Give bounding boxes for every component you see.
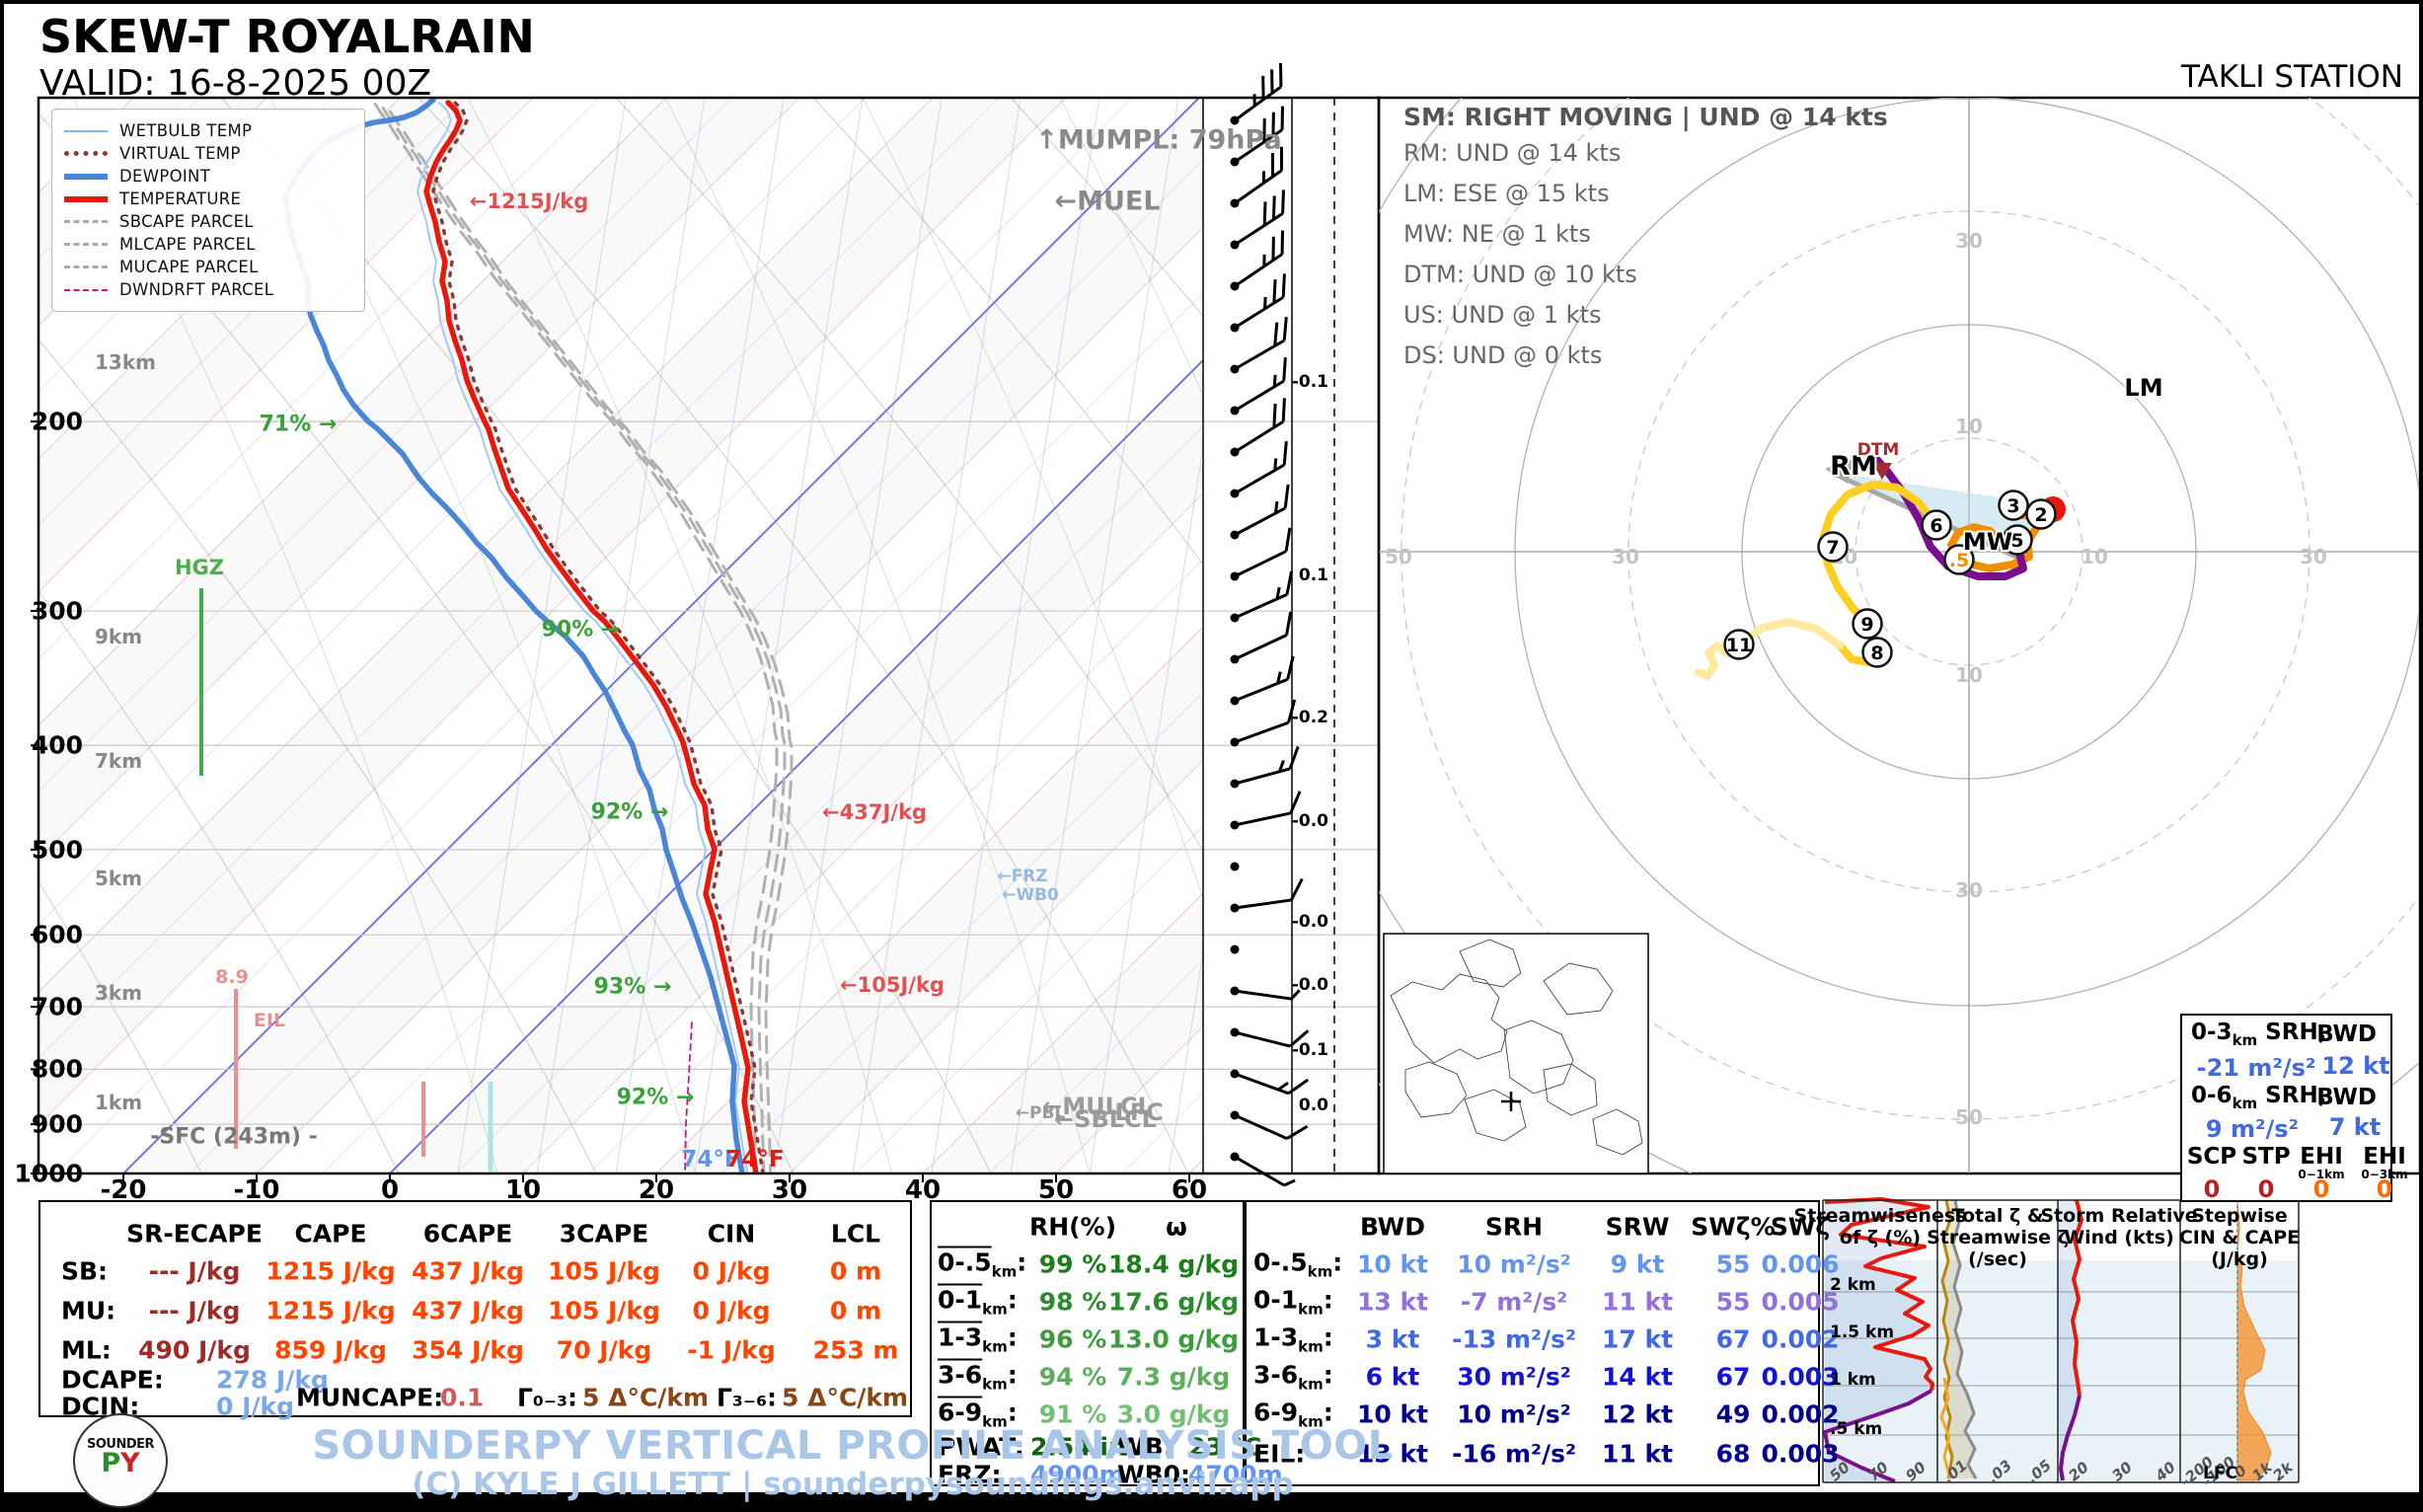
legend-item: DEWPOINT <box>64 165 352 188</box>
legend-swatch <box>64 173 108 180</box>
storm-motion-line: MW: NE @ 1 kts <box>1403 220 1591 248</box>
svg-text:7: 7 <box>1826 537 1839 559</box>
legend-swatch <box>64 129 108 132</box>
station-name: TAKLI STATION <box>2180 59 2403 95</box>
parcel-curve <box>388 110 794 1173</box>
height-marker <box>1852 608 1883 640</box>
svg-text:3: 3 <box>2007 495 2019 517</box>
mini-panels <box>1822 1197 2300 1483</box>
svg-text:11: 11 <box>1726 635 1752 656</box>
storm-motion-info: SM: RIGHT MOVING | UND @ 14 kts RM: UND … <box>1403 103 1888 382</box>
storm-motion-line: DTM: UND @ 10 kts <box>1403 261 1637 288</box>
valid-time: VALID: 16-8-2025 00Z <box>39 63 432 104</box>
legend-item: MLCAPE PARCEL <box>64 233 352 256</box>
ring-label: 30 <box>1612 545 1639 568</box>
parcel-curve <box>381 106 787 1173</box>
height-marker <box>1723 629 1755 660</box>
ring-label: 50 <box>1385 545 1412 568</box>
hodo-point-label-lm: LM <box>2124 374 2162 402</box>
ring-label: 10 <box>2081 545 2108 568</box>
ring-label: 30 <box>1955 878 1983 902</box>
storm-motion-line: LM: ESE @ 15 kts <box>1403 180 1610 207</box>
panel-borders <box>37 96 2419 1175</box>
storm-motion-title: SM: RIGHT MOVING | UND @ 14 kts <box>1403 103 1888 131</box>
height-marker <box>2025 498 2057 530</box>
legend-swatch <box>64 265 108 268</box>
station-cross-icon <box>1501 1092 1521 1111</box>
dwndrft-parcel-curve <box>684 1021 693 1172</box>
kinematics-stats-box <box>1245 1200 1820 1486</box>
legend-item: MUCAPE PARCEL <box>64 256 352 278</box>
height-marker <box>1921 509 1952 541</box>
legend-item: TEMPERATURE <box>64 188 352 210</box>
legend-label: TEMPERATURE <box>119 189 242 208</box>
legend-item: DWNDRFT PARCEL <box>64 278 352 301</box>
ring-label: 10 <box>1955 663 1983 687</box>
skewt-background <box>38 98 1203 1173</box>
credit-title: SOUNDERPY VERTICAL PROFILE ANALYSIS TOOL <box>312 1423 1394 1469</box>
temperature-curve <box>423 100 759 1173</box>
svg-text:5: 5 <box>2010 530 2023 552</box>
skewt-legend: WETBULB TEMP VIRTUAL TEMP DEWPOINT TEMPERAT… <box>51 109 365 312</box>
height-marker <box>1817 531 1849 563</box>
logo-py-text: PY <box>101 1448 140 1478</box>
dtm-marker <box>1872 463 1892 480</box>
wind-barbs <box>1230 62 1310 1187</box>
hodo-point-label-dtm: DTM <box>1857 440 1900 460</box>
parcel-curve <box>373 102 779 1173</box>
thermo-stats-box <box>38 1200 912 1417</box>
inset-map <box>1383 933 1649 1174</box>
svg-text:2: 2 <box>2034 504 2047 526</box>
credit-byline: (C) KYLE J GILLETT | sounderpysoundings.… <box>412 1467 1294 1502</box>
legend-item: VIRTUAL TEMP <box>64 142 352 165</box>
height-marker <box>1861 637 1893 668</box>
ring-label: 30 <box>2300 545 2327 568</box>
svg-text:6: 6 <box>1930 515 1942 537</box>
page-title: SKEW-T ROYALRAIN <box>39 10 535 63</box>
svg-text:.5: .5 <box>1949 550 1969 571</box>
legend-swatch <box>64 220 108 223</box>
legend-label: WETBULB TEMP <box>119 121 253 140</box>
storm-motion-line: DS: UND @ 0 kts <box>1403 341 1603 369</box>
virtual-temp-curve <box>431 101 765 1173</box>
legend-swatch <box>64 151 108 156</box>
hodo-point-label-rm: RM <box>1830 451 1877 482</box>
svg-text:9: 9 <box>1860 614 1873 636</box>
legend-label: VIRTUAL TEMP <box>119 144 241 163</box>
legend-item: SBCAPE PARCEL <box>64 210 352 233</box>
legend-label: MLCAPE PARCEL <box>119 235 256 254</box>
hodograph-rings <box>1379 98 2419 1173</box>
storm-motion-line: US: UND @ 1 kts <box>1403 301 1602 329</box>
moisture-stats-box <box>930 1200 1245 1486</box>
logo-text: SOUNDER <box>86 1437 155 1452</box>
svg-text:8: 8 <box>1870 643 1883 664</box>
legend-label: DEWPOINT <box>119 167 211 186</box>
figure-canvas: SKEW-T ROYALRAIN VALID: 16-8-2025 00Z TA… <box>4 4 2419 1508</box>
wetbulb-curve <box>416 102 748 1173</box>
hodograph-trace: 23 5 6 7 9 8 11 .5 RM LM MW DTM <box>1695 372 2165 680</box>
half-km-marker <box>1943 544 1975 575</box>
legend-swatch <box>64 288 108 291</box>
layer-bars <box>199 588 493 1172</box>
height-marker <box>2002 524 2033 556</box>
ring-label: 30 <box>1955 229 1983 253</box>
legend-item: WETBULB TEMP <box>64 119 352 142</box>
legend-label: MUCAPE PARCEL <box>119 258 259 276</box>
sounderpy-logo: SOUNDER PY <box>73 1413 168 1508</box>
height-marker <box>1998 490 2029 521</box>
storm-motion-line: RM: UND @ 14 kts <box>1403 139 1622 167</box>
legend-swatch <box>64 195 108 202</box>
srh-summary-box <box>2180 1014 2392 1202</box>
hodo-point-label-mw: MW <box>1963 528 2012 556</box>
ring-label: 10 <box>1955 415 1983 438</box>
legend-label: SBCAPE PARCEL <box>119 212 254 231</box>
ring-label: 50 <box>1955 1105 1983 1129</box>
legend-label: DWNDRFT PARCEL <box>119 280 274 299</box>
legend-swatch <box>64 243 108 246</box>
hodograph-segment-khaki <box>1695 618 1844 680</box>
